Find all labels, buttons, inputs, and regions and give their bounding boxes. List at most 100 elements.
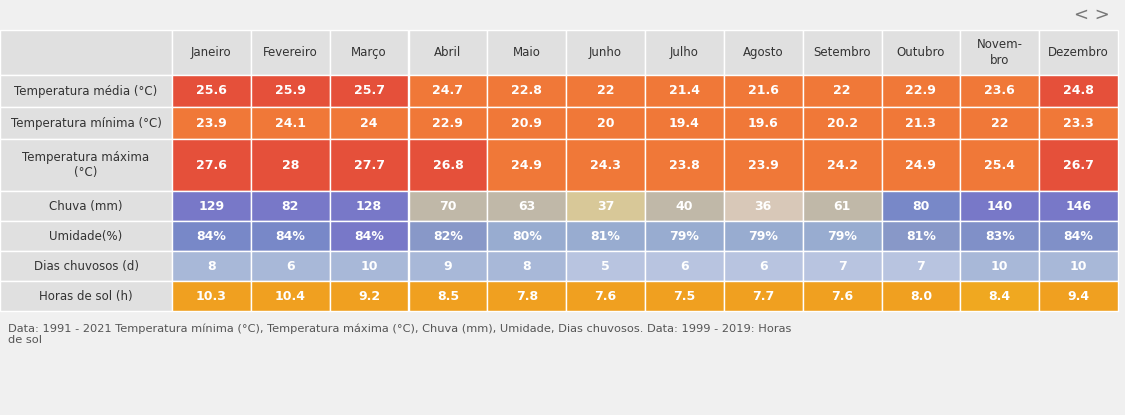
Text: 6: 6 xyxy=(681,259,688,273)
Bar xyxy=(882,251,961,281)
Bar xyxy=(0,191,172,221)
Bar xyxy=(566,107,645,139)
Bar xyxy=(487,251,566,281)
Bar xyxy=(0,251,172,281)
Text: Agosto: Agosto xyxy=(742,46,783,59)
Bar xyxy=(330,221,408,251)
Text: 10.3: 10.3 xyxy=(196,290,227,303)
Text: 8.0: 8.0 xyxy=(910,290,932,303)
Bar xyxy=(961,139,1040,191)
Bar xyxy=(1040,75,1118,107)
Bar xyxy=(645,251,723,281)
Text: 10: 10 xyxy=(1070,259,1088,273)
Text: 6: 6 xyxy=(286,259,295,273)
Bar xyxy=(723,75,802,107)
Text: 24.9: 24.9 xyxy=(906,159,936,171)
Text: 23.6: 23.6 xyxy=(984,85,1015,98)
Text: Julho: Julho xyxy=(670,46,699,59)
Text: 10: 10 xyxy=(360,259,378,273)
Text: 21.3: 21.3 xyxy=(906,117,936,129)
Bar xyxy=(645,30,723,75)
Text: 129: 129 xyxy=(198,200,225,212)
Text: Temperatura média (°C): Temperatura média (°C) xyxy=(15,85,158,98)
Text: 20: 20 xyxy=(597,117,614,129)
Text: Janeiro: Janeiro xyxy=(191,46,232,59)
Bar xyxy=(487,139,566,191)
Bar xyxy=(645,139,723,191)
Text: Data: 1991 - 2021 Temperatura mínima (°C), Temperatura máxima (°C), Chuva (mm), : Data: 1991 - 2021 Temperatura mínima (°C… xyxy=(8,323,791,345)
Text: Outubro: Outubro xyxy=(897,46,945,59)
Bar xyxy=(961,191,1040,221)
Text: 25.4: 25.4 xyxy=(984,159,1015,171)
Bar xyxy=(802,107,882,139)
Bar xyxy=(566,75,645,107)
Text: 8: 8 xyxy=(207,259,216,273)
Bar xyxy=(330,251,408,281)
Bar xyxy=(251,139,330,191)
Bar xyxy=(723,221,802,251)
Bar xyxy=(251,281,330,311)
Text: 6: 6 xyxy=(759,259,767,273)
Text: 81%: 81% xyxy=(591,229,621,242)
Bar xyxy=(0,30,172,75)
Text: 24.1: 24.1 xyxy=(274,117,306,129)
Bar xyxy=(330,75,408,107)
Bar xyxy=(566,281,645,311)
Text: Setembro: Setembro xyxy=(813,46,871,59)
Text: 24.3: 24.3 xyxy=(591,159,621,171)
Bar xyxy=(645,221,723,251)
Bar xyxy=(645,75,723,107)
Bar xyxy=(330,30,408,75)
Bar xyxy=(487,221,566,251)
Text: 26.8: 26.8 xyxy=(432,159,463,171)
Text: 27.6: 27.6 xyxy=(196,159,227,171)
Bar xyxy=(961,221,1040,251)
Bar xyxy=(172,251,251,281)
Bar xyxy=(961,107,1040,139)
Text: 22: 22 xyxy=(991,117,1008,129)
Bar xyxy=(251,75,330,107)
Bar xyxy=(408,75,487,107)
Bar xyxy=(723,251,802,281)
Bar xyxy=(723,139,802,191)
Bar xyxy=(0,107,172,139)
Bar xyxy=(408,221,487,251)
Bar xyxy=(408,191,487,221)
Bar xyxy=(487,281,566,311)
Bar xyxy=(1040,221,1118,251)
Text: 5: 5 xyxy=(601,259,610,273)
Text: 40: 40 xyxy=(676,200,693,212)
Text: 63: 63 xyxy=(519,200,536,212)
Bar xyxy=(408,281,487,311)
Bar xyxy=(172,221,251,251)
Text: 21.4: 21.4 xyxy=(669,85,700,98)
Bar xyxy=(566,30,645,75)
Bar xyxy=(330,107,408,139)
Text: 128: 128 xyxy=(356,200,382,212)
Text: 9: 9 xyxy=(443,259,452,273)
Bar xyxy=(251,30,330,75)
Bar xyxy=(566,221,645,251)
Bar xyxy=(566,251,645,281)
Text: 24.7: 24.7 xyxy=(432,85,463,98)
Bar xyxy=(961,281,1040,311)
Text: 80: 80 xyxy=(912,200,929,212)
Bar xyxy=(172,107,251,139)
Text: 10: 10 xyxy=(991,259,1008,273)
Bar xyxy=(645,191,723,221)
Text: 79%: 79% xyxy=(669,229,700,242)
Text: 9.4: 9.4 xyxy=(1068,290,1090,303)
Bar xyxy=(172,139,251,191)
Text: Umidade(%): Umidade(%) xyxy=(50,229,123,242)
Bar xyxy=(723,191,802,221)
Bar xyxy=(0,139,172,191)
Bar xyxy=(251,107,330,139)
Bar xyxy=(802,251,882,281)
Text: 24.9: 24.9 xyxy=(511,159,542,171)
Text: 83%: 83% xyxy=(984,229,1015,242)
Text: 79%: 79% xyxy=(827,229,857,242)
Bar xyxy=(330,139,408,191)
Bar xyxy=(882,75,961,107)
Bar xyxy=(0,75,172,107)
Text: 7.6: 7.6 xyxy=(831,290,853,303)
